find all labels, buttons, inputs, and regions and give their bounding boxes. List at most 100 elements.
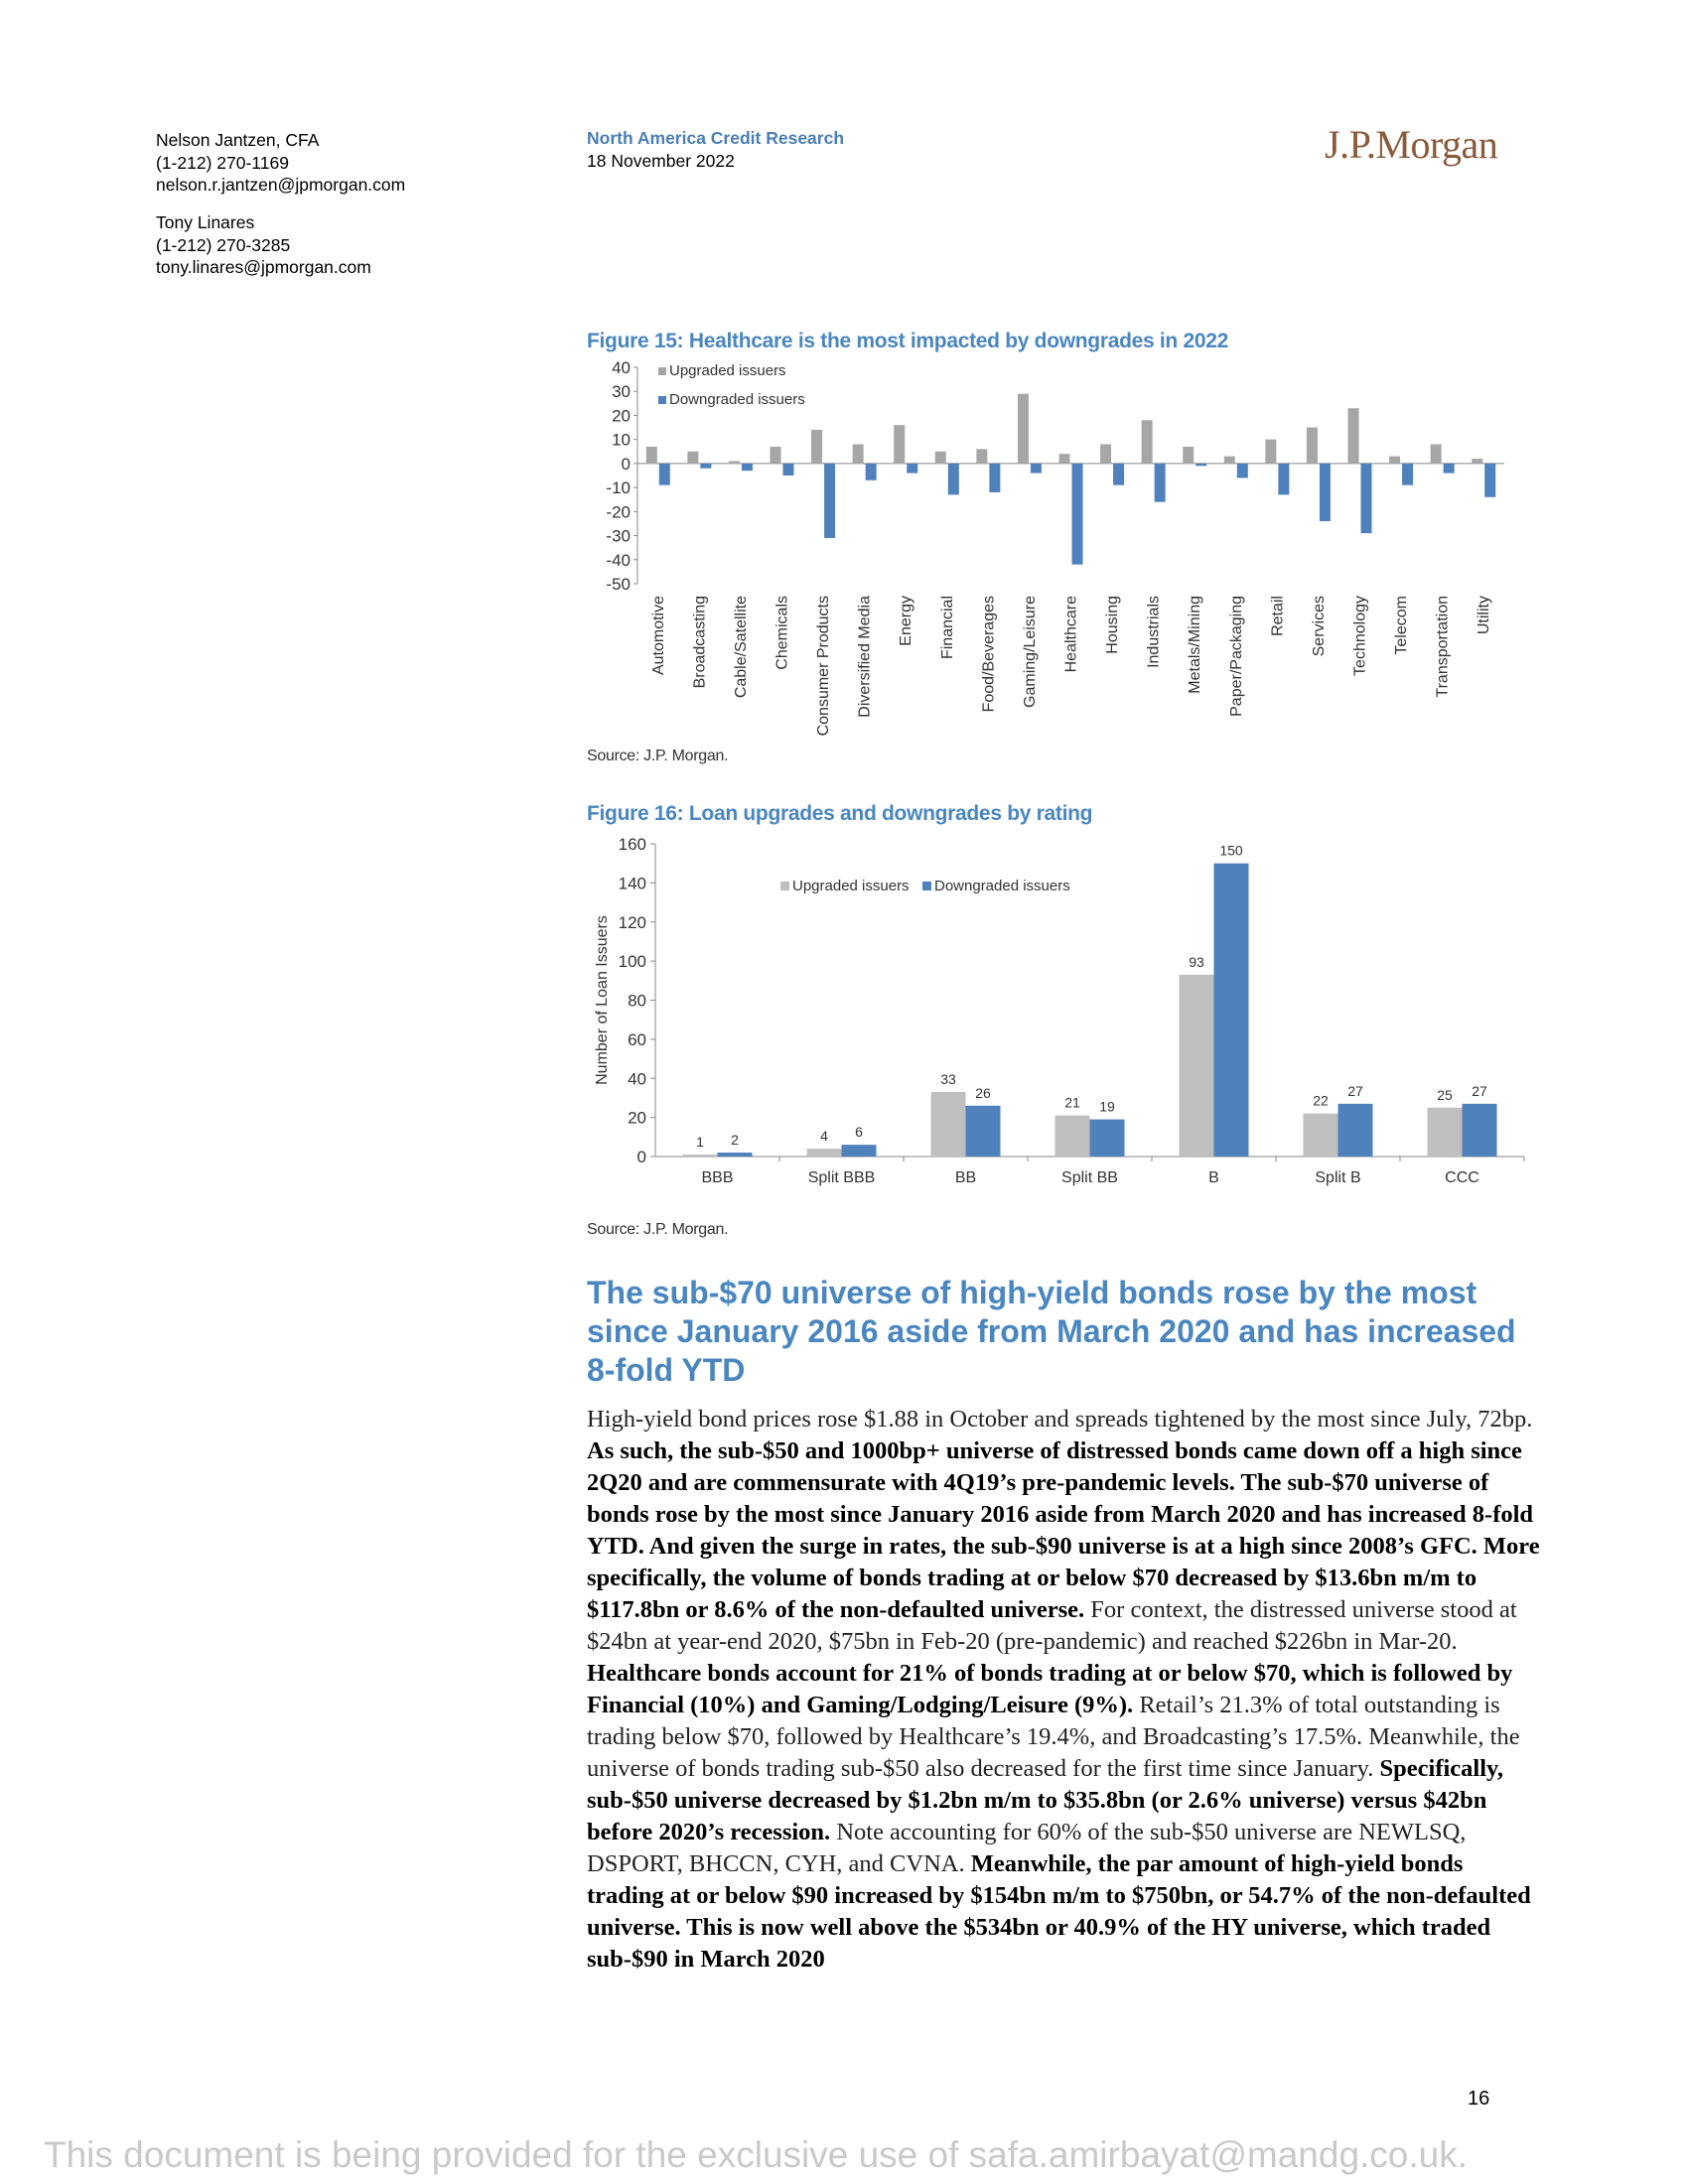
- data-label: 1: [696, 1134, 704, 1150]
- y-tick-label: 10: [612, 431, 631, 450]
- downgraded-bar: [824, 463, 836, 538]
- x-tick-label: Telecom: [1393, 596, 1410, 655]
- downgraded-bar: [907, 463, 918, 474]
- upgraded-bar: [1058, 454, 1070, 464]
- upgraded-bar: [687, 451, 699, 464]
- x-tick-label: Energy: [898, 596, 914, 646]
- x-tick-label: Retail: [1269, 596, 1286, 636]
- body-bold-text: As such, the sub-$50 and 1000bp+ univers…: [587, 1437, 1540, 1623]
- downgraded-bar: [1402, 463, 1414, 485]
- jpmorgan-logo: J.P.Morgan: [1325, 122, 1498, 167]
- downgraded-bar: [1213, 863, 1249, 1157]
- section-heading: The sub-$70 universe of high-yield bonds…: [587, 1275, 1516, 1388]
- upgraded-bar: [1430, 444, 1442, 464]
- x-tick-label: Diversified Media: [857, 596, 874, 718]
- upgraded-bar: [811, 429, 823, 464]
- downgraded-bar: [658, 463, 670, 485]
- x-tick-label: Transportation: [1435, 596, 1452, 698]
- y-tick-label: 20: [612, 406, 631, 425]
- downgraded-bar: [947, 463, 959, 495]
- upgraded-bar: [682, 1155, 718, 1157]
- x-tick-label: Consumer Products: [815, 596, 832, 736]
- x-tick-label: Housing: [1104, 596, 1121, 654]
- figure16-chart: 0 20 40 60 80 100 120 140 160 Number of Loan Issu…: [594, 835, 1525, 1186]
- x-tick-label: Cable/Satellite: [733, 596, 750, 698]
- downgraded-bar: [1462, 1103, 1497, 1157]
- upgraded-bar: [806, 1149, 842, 1157]
- y-tick-label: -20: [606, 502, 631, 521]
- downgraded-bar: [989, 463, 1001, 492]
- upgraded-bar: [976, 449, 988, 464]
- author-block-2: Tony Linares (1-212) 270-3285 tony.linar…: [156, 211, 371, 279]
- report-date: 18 November 2022: [587, 150, 735, 171]
- downgraded-bar: [1319, 463, 1331, 522]
- data-label: 27: [1347, 1083, 1363, 1099]
- x-tick-label: Paper/Packaging: [1228, 596, 1245, 717]
- upgraded-bar: [1017, 393, 1029, 464]
- x-tick-label: B: [1208, 1169, 1219, 1186]
- body-bold-text: Specifically, sub-$50 universe decreased…: [587, 1755, 1504, 1845]
- upgraded-bar: [1265, 439, 1277, 464]
- downgraded-bar: [1337, 1103, 1373, 1157]
- downgraded-bar: [741, 463, 753, 472]
- report-header: North America Credit Research 18 Novembe…: [587, 127, 844, 172]
- upgraded-bar: [1427, 1107, 1463, 1157]
- x-tick-label: Services: [1311, 596, 1328, 656]
- author-email[interactable]: tony.linares@jpmorgan.com: [156, 257, 371, 277]
- y-tick-label: -50: [606, 575, 631, 594]
- downgraded-bar: [865, 463, 877, 480]
- data-label: 93: [1189, 954, 1204, 970]
- x-tick-label: Split B: [1315, 1169, 1360, 1186]
- y-tick-label: 0: [622, 455, 631, 474]
- data-label: 27: [1472, 1083, 1487, 1099]
- x-tick-label: Healthcare: [1063, 596, 1080, 672]
- author-name: Tony Linares: [156, 212, 255, 232]
- legend-label: Downgraded issuers: [934, 878, 1070, 894]
- x-tick-label: Financial: [939, 596, 956, 659]
- page-number: 16: [1468, 2088, 1490, 2110]
- figure15-source: Source: J.P. Morgan.: [587, 748, 729, 764]
- data-label: 33: [940, 1071, 956, 1087]
- downgraded-bar: [1030, 463, 1042, 474]
- downgraded-bar: [1484, 463, 1496, 497]
- upgraded-bar: [1100, 444, 1112, 464]
- figure16-title: Figure 16: Loan upgrades and downgrades …: [587, 802, 1093, 825]
- x-tick-label: Chemicals: [774, 596, 791, 670]
- data-label: 19: [1099, 1099, 1115, 1115]
- legend-label: Upgraded issuers: [669, 362, 786, 379]
- legend-label: Downgraded issuers: [669, 391, 805, 408]
- upgraded-bar: [930, 1092, 966, 1157]
- author-block-1: Nelson Jantzen, CFA (1-212) 270-1169 nel…: [156, 129, 405, 197]
- legend-swatch: [780, 882, 789, 890]
- y-tick-label: 40: [612, 358, 631, 377]
- upgraded-bar: [852, 444, 864, 464]
- y-tick-label: 30: [612, 382, 631, 401]
- figure15-title: Figure 15: Healthcare is the most impact…: [587, 330, 1229, 352]
- x-tick-label: Food/Beverages: [980, 596, 997, 712]
- downgraded-bar: [717, 1153, 753, 1157]
- body-text: For context, the distressed universe sto…: [587, 1596, 1517, 1655]
- data-label: 21: [1064, 1095, 1080, 1111]
- upgraded-bar: [1183, 446, 1195, 464]
- upgraded-bar: [645, 446, 657, 464]
- y-tick-label: 40: [628, 1069, 646, 1088]
- data-label: 2: [731, 1132, 739, 1148]
- legend-swatch: [922, 882, 931, 890]
- y-tick-label: -40: [606, 551, 631, 570]
- y-tick-label: 140: [619, 874, 646, 892]
- y-tick-label: 20: [628, 1109, 646, 1128]
- downgraded-bar: [965, 1105, 1001, 1157]
- footer-watermark: This document is being provided for the …: [44, 2134, 1469, 2175]
- author-phone: (1-212) 270-1169: [156, 152, 289, 173]
- figure15-chart: 40 30 20 10 0 -10 -20 -30 -40 -50 Automotive Broadc…: [606, 358, 1504, 736]
- body-text: Note accounting for 60% of the sub-$50 u…: [587, 1819, 1467, 1877]
- x-tick-label: Split BBB: [808, 1169, 876, 1186]
- author-email[interactable]: nelson.r.jantzen@jpmorgan.com: [156, 175, 406, 195]
- body-text: High-yield bond prices rose $1.88 in Oct…: [587, 1406, 1533, 1433]
- upgraded-bar: [770, 446, 781, 464]
- upgraded-bar: [894, 425, 906, 464]
- downgraded-bar: [1443, 463, 1455, 474]
- report-section: North America Credit Research: [587, 128, 845, 148]
- body-text: Retail’s 21.3% of total outstanding is t…: [587, 1692, 1520, 1782]
- y-axis-title: Number of Loan Issuers: [594, 915, 611, 1085]
